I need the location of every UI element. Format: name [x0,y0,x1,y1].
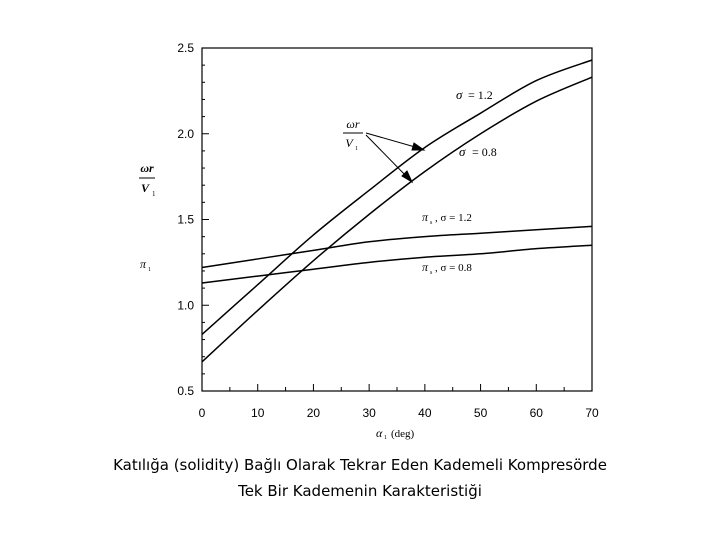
series-line-3 [201,244,593,284]
x-axis-label: α 1 (deg) [376,426,415,440]
y-tick-label-4: 2.5 [177,41,194,55]
y-tick-label-0: 0.5 [177,384,194,398]
y-label-pi-symbol: π [140,257,147,271]
x-label-sub: 1 [384,435,387,440]
y-label-ratio-numerator: ωr [140,161,154,175]
y-axis-label-pi: π 1 [140,257,151,273]
annotation-pi-low-value: , σ = 0.8 [435,262,472,274]
y-tick-label-2: 1.5 [177,213,194,227]
x-tick-label-5: 50 [474,406,488,420]
annotation-pi-high: π s , σ = 1.2 [422,210,472,226]
annotation-sigma-low-value: = 0.8 [472,145,497,159]
annotation-sigma-low: σ = 0.8 [459,144,497,159]
arrowhead-to-sigma-high [411,142,426,151]
annotation-sigma-high: σ = 1.2 [456,87,493,102]
annotation-pi-high-value: , σ = 1.2 [435,212,472,224]
caption-line-2: Tek Bir Kademenin Karakteristiği [238,482,482,500]
y-tick-label-3: 2.0 [177,127,194,141]
annotation-pi-low: π s , σ = 0.8 [422,260,472,276]
y-label-pi-sub: 1 [148,267,151,273]
x-tick-label-6: 60 [530,406,544,420]
annotation-sigma-high-symbol: σ [456,87,463,102]
annotation-pi-high-sub: s [430,220,433,226]
x-tick-label-4: 40 [418,406,432,420]
series-line-2 [201,225,593,269]
y-tick-label-1: 1.0 [177,298,194,312]
series-line-0 [201,59,593,335]
annotation-pi-low-symbol: π [422,260,429,274]
annotation-pi-low-sub: s [430,270,433,276]
annotation-arrows [365,132,426,184]
y-label-ratio-denominator: V [141,181,150,195]
x-tick-label-3: 30 [362,406,376,420]
arrowhead-to-sigma-low [401,170,414,184]
axis-ticks [201,47,593,392]
series-line-1 [201,76,593,363]
series-lines [201,59,593,363]
plot-frame [201,47,593,392]
annotation-sigma-low-symbol: σ [459,144,466,159]
arrow-to-sigma-low [365,134,411,181]
x-label-symbol: α [376,426,383,440]
annotation-ratio: ωr V 1 [343,117,363,152]
annotation-ratio-sub: 1 [355,146,358,152]
chart: 0 10 20 30 40 50 60 70 0.5 1.0 1.5 2.0 2.5 ωr V 1 π … [139,41,599,440]
annotation-pi-high-symbol: π [422,210,429,224]
axis-tick-labels: 0 10 20 30 40 50 60 70 0.5 1.0 1.5 2.0 2.5 [177,41,599,420]
x-label-unit: (deg) [391,428,415,440]
y-axis-label-ratio: ωr V 1 [139,161,156,198]
annotation-ratio-numerator: ωr [346,117,359,131]
annotation-ratio-denominator: V [345,136,354,150]
x-tick-label-1: 10 [251,406,265,420]
x-tick-label-0: 0 [199,406,206,420]
x-tick-label-2: 20 [307,406,321,420]
annotation-sigma-high-value: = 1.2 [468,88,493,102]
caption-line-1: Katılığa (solidity) Bağlı Olarak Tekrar … [113,456,607,474]
x-tick-label-7: 70 [585,406,599,420]
y-label-ratio-sub: 1 [152,190,156,198]
figure-caption: Katılığa (solidity) Bağlı Olarak Tekrar … [0,452,720,504]
